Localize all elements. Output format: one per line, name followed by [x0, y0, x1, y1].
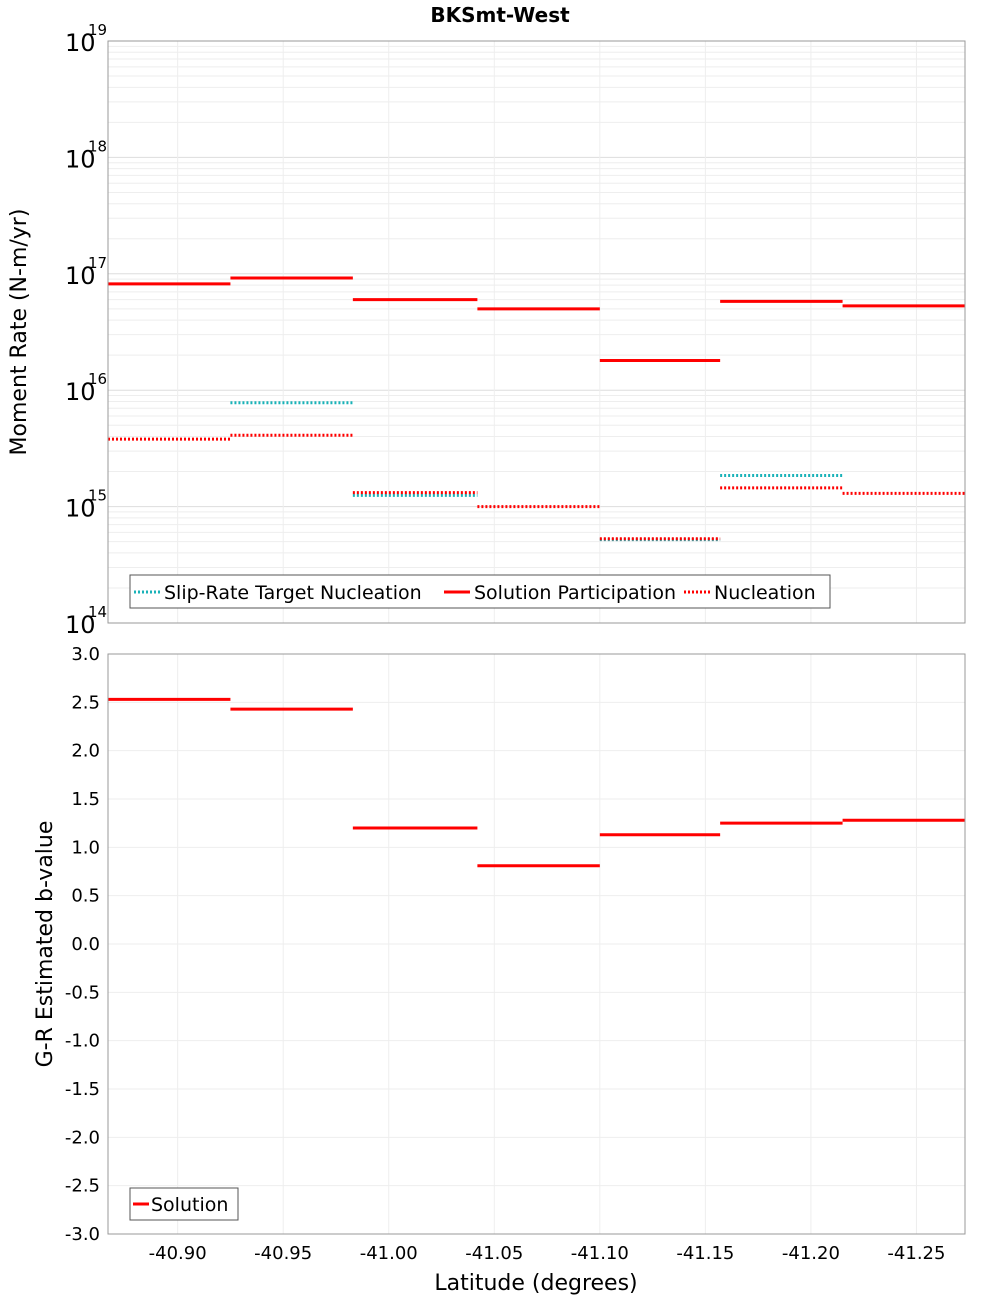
y-tick-label: -2.0 [65, 1127, 100, 1148]
x-tick-label: -41.20 [782, 1243, 840, 1264]
y-tick-label: 2.0 [71, 741, 100, 762]
y-tick-label: 3.0 [71, 644, 100, 665]
y-tick-label-exponent: 19 [88, 21, 107, 39]
y-tick-label: -2.5 [65, 1176, 100, 1197]
y-tick-label-exponent: 16 [88, 370, 107, 388]
x-tick-label: -40.90 [149, 1243, 207, 1264]
legend-label: Solution [151, 1194, 228, 1216]
bottom-panel-frame [107, 653, 966, 1235]
y-tick-label: -1.5 [65, 1079, 100, 1100]
bottom-panel-y-axis-title: G-R Estimated b-value [33, 821, 58, 1068]
top-panel-legend: Slip-Rate Target Nucleation Solution Part… [129, 574, 831, 609]
x-tick-label: -41.25 [887, 1243, 945, 1264]
bottom-panel-y-ticks: 3.0 2.5 2.0 1.5 1.0 0.5 0.0 -0.5 -1.0 -1.5 -2.0 -2.… [65, 644, 100, 1245]
y-tick-label-base: 10 [65, 495, 96, 523]
x-tick-label: -41.00 [360, 1243, 418, 1264]
x-axis-title: Latitude (degrees) [434, 1271, 637, 1296]
x-tick-label: -41.15 [676, 1243, 734, 1264]
x-tick-label: -41.05 [465, 1243, 523, 1264]
y-tick-label: 0.0 [71, 934, 100, 955]
x-tick-label: -41.10 [571, 1243, 629, 1264]
legend-label: Slip-Rate Target Nucleation [164, 582, 422, 604]
y-tick-label-exponent: 14 [88, 603, 107, 621]
top-panel-y-axis-title: Moment Rate (N-m/yr) [7, 209, 32, 456]
y-tick-label-exponent: 18 [88, 137, 107, 155]
top-panel-frame [107, 40, 966, 624]
bottom-panel-legend: Solution [129, 1187, 239, 1221]
y-tick-label-base: 10 [65, 611, 96, 639]
y-tick-label-base: 10 [65, 378, 96, 406]
bottom-panel-x-ticks: -40.90 -40.95 -41.00 -41.05 -41.10 -41.15 -41.… [149, 1243, 946, 1264]
y-tick-label: -0.5 [65, 982, 100, 1003]
y-tick-label-base: 10 [65, 262, 96, 290]
y-tick-label: 2.5 [71, 692, 100, 713]
bottom-panel-series [108, 697, 965, 868]
y-tick-label-exponent: 17 [88, 254, 107, 272]
y-tick-label: 1.0 [71, 837, 100, 858]
legend-box [129, 574, 831, 609]
y-tick-label-base: 10 [65, 29, 96, 57]
y-tick-label-base: 10 [65, 145, 96, 173]
chart-title: BKSmt-West [430, 3, 570, 27]
y-tick-label-exponent: 15 [88, 487, 107, 505]
top-panel-series [108, 276, 965, 542]
y-tick-label: -3.0 [65, 1224, 100, 1245]
legend-label: Nucleation [714, 582, 816, 604]
top-panel-grid [108, 41, 965, 624]
y-tick-label: 1.5 [71, 789, 100, 810]
y-tick-label: -1.0 [65, 1031, 100, 1052]
x-tick-label: -40.95 [254, 1243, 312, 1264]
legend-label: Solution Participation [474, 582, 676, 604]
y-tick-label: 0.5 [71, 886, 100, 907]
